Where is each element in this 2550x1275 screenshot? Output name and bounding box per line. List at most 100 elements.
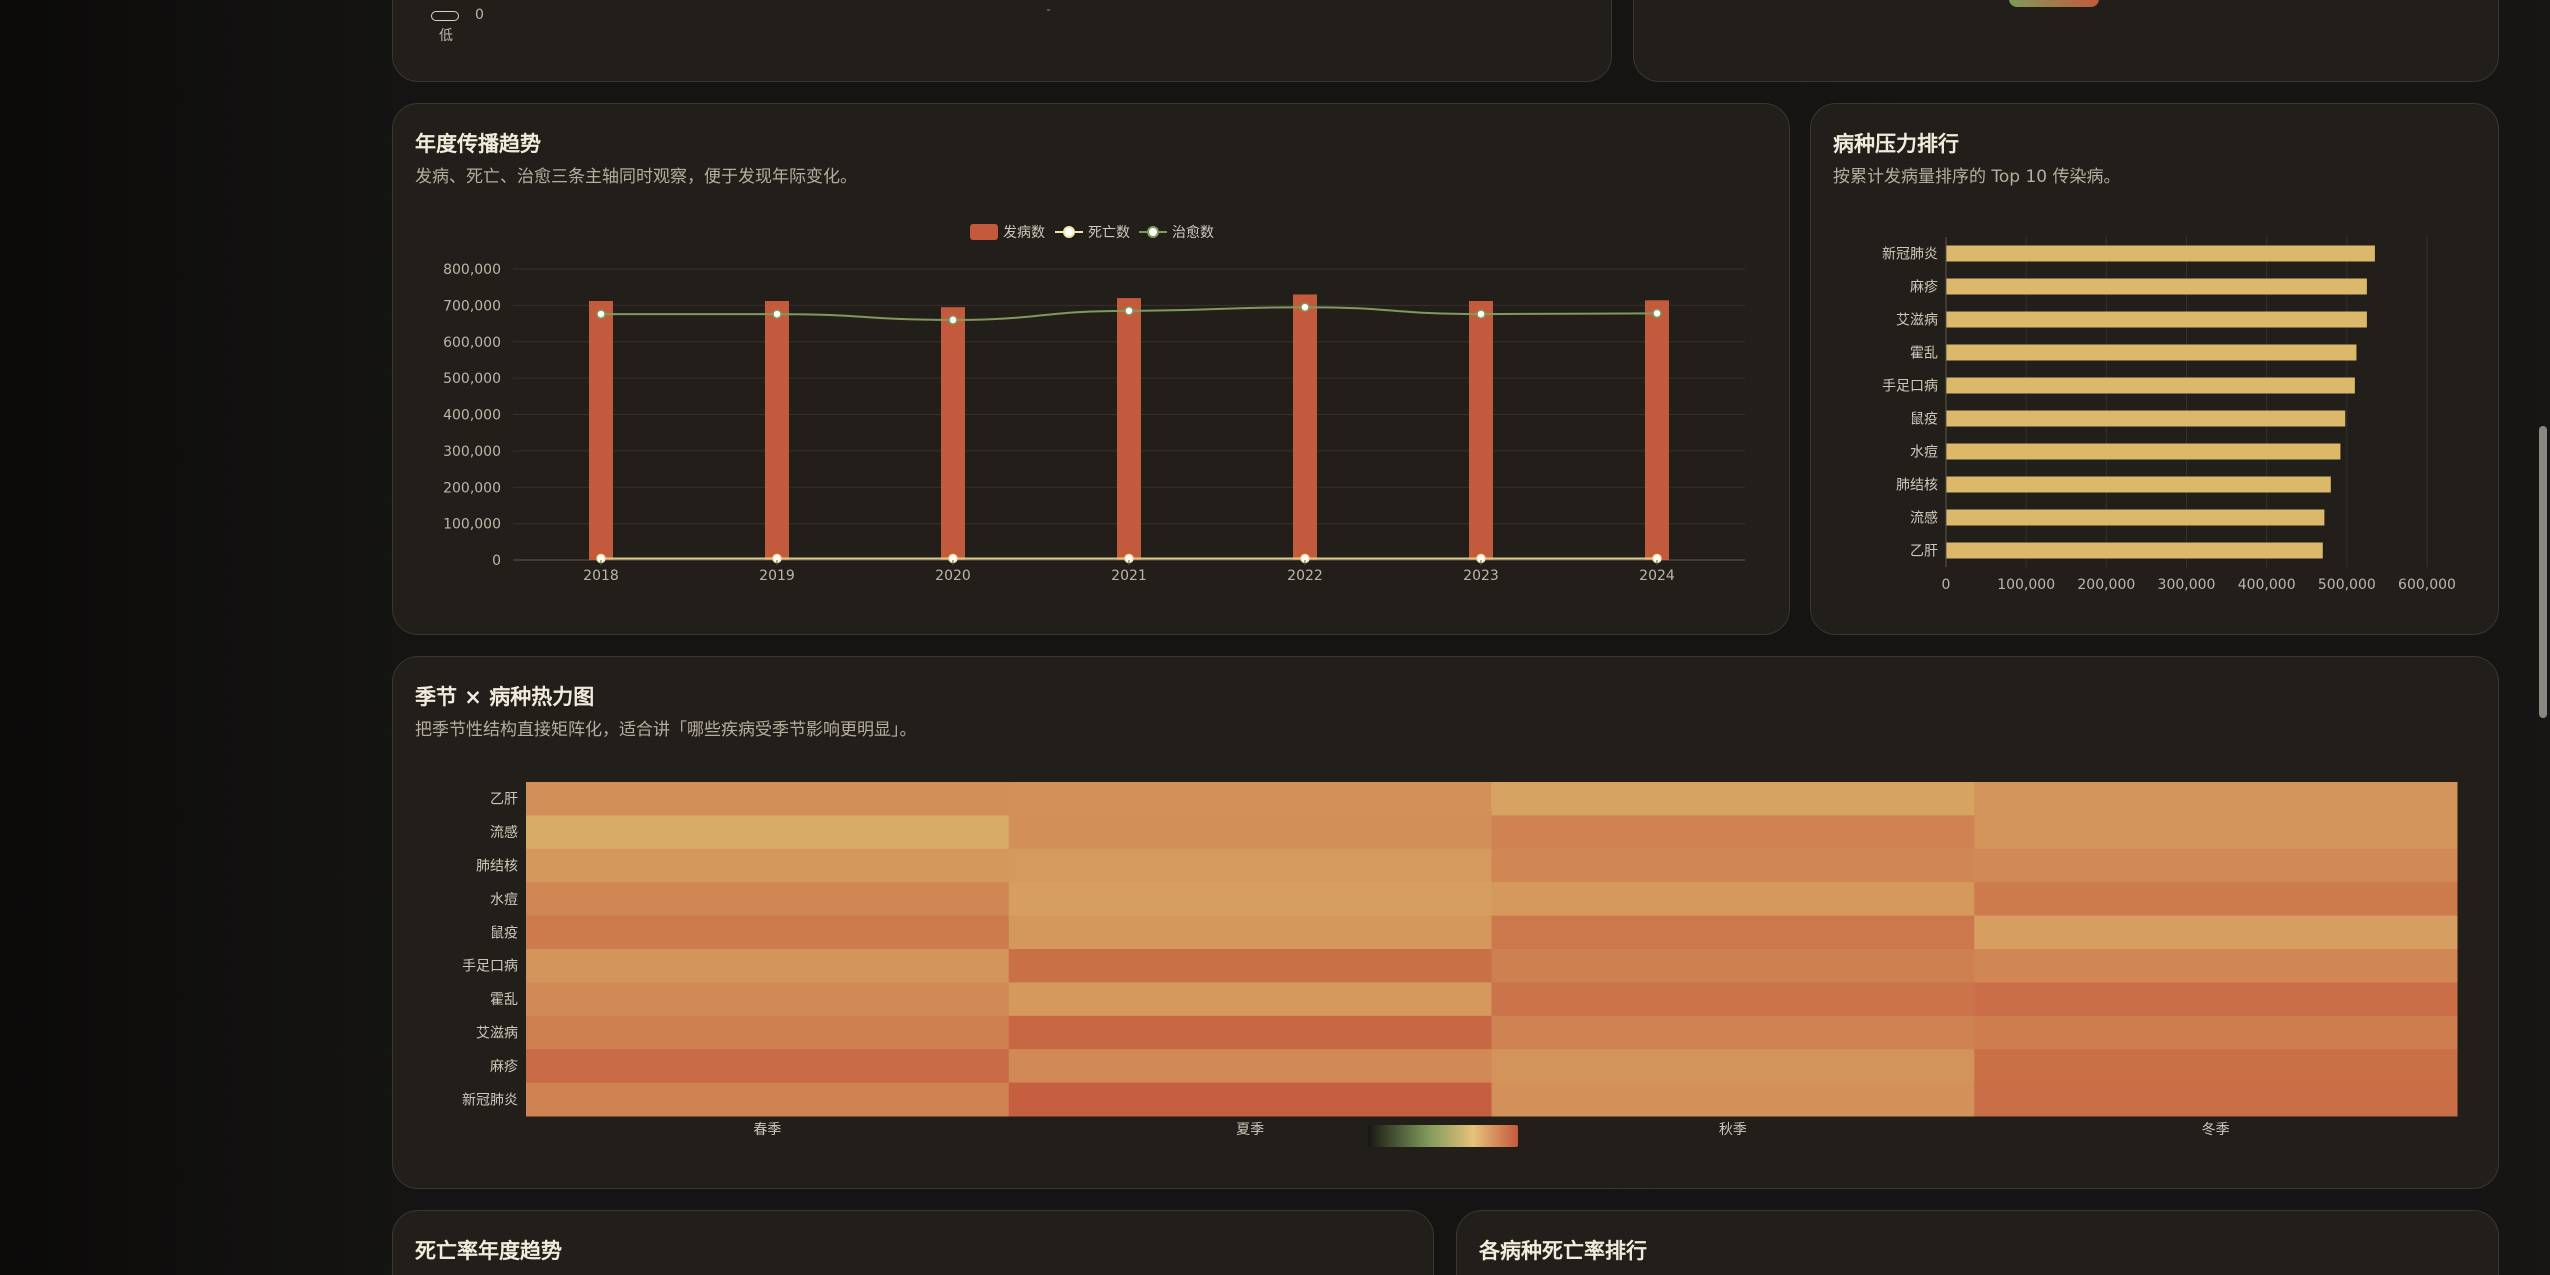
top-right-card: [1633, 0, 2499, 82]
heatmap-cell: [1008, 982, 1492, 1017]
y-category-label: 水痘: [490, 892, 518, 908]
ranking-bar: [1946, 344, 2357, 361]
ranking-bar: [1946, 509, 2325, 526]
y-category-label: 乙肝: [1910, 544, 1938, 560]
legend-cases-swatch: [970, 224, 998, 240]
x-tick-label: 2019: [759, 568, 795, 584]
x-tick-label: 500,000: [2318, 577, 2376, 593]
cured-point: [596, 309, 606, 319]
y-category-label: 新冠肺炎: [462, 1092, 518, 1108]
season-heatmap-card: 季节 × 病种热力图 把季节性结构直接矩阵化，适合讲「哪些疾病受季节影响更明显」…: [392, 656, 2499, 1189]
heatmap-cell: [1974, 848, 2458, 883]
heatmap-cell: [1491, 1015, 1975, 1050]
heatmap-cell: [1974, 782, 2458, 816]
y-category-label: 艾滋病: [476, 1026, 518, 1042]
heatmap-cell: [526, 782, 1010, 816]
visual-map-gradient-bar[interactable]: [1368, 1125, 1518, 1147]
y-tick-label: 400,000: [443, 408, 501, 424]
visual-map-low-handle[interactable]: [431, 11, 459, 21]
y-category-label: 乙肝: [490, 792, 518, 808]
x-tick-label: 2023: [1463, 568, 1499, 584]
y-category-label: 肺结核: [476, 859, 518, 875]
heatmap-cell: [526, 882, 1010, 917]
legend-cases-label: 发病数: [1003, 225, 1045, 241]
cured-point: [772, 309, 782, 319]
cases-bar: [1293, 294, 1317, 560]
ranking-bar: [1946, 410, 2346, 427]
annual-trend-subtitle: 发病、死亡、治愈三条主轴同时观察，便于发现年际变化。: [415, 167, 857, 187]
cases-bar: [1117, 298, 1141, 560]
y-tick-label: 700,000: [443, 298, 501, 314]
y-category-label: 流感: [1910, 510, 1938, 527]
legend-cured-label: 治愈数: [1172, 225, 1214, 241]
heatmap-cell: [526, 1049, 1010, 1084]
heatmap-cell: [1491, 949, 1975, 983]
disease-ranking-chart[interactable]: 0 100,000 200,000 300,000 400,000 500,000 600,…: [1811, 104, 2500, 636]
heatmap-cell: [1008, 1049, 1492, 1084]
x-tick-label: 2022: [1287, 568, 1323, 584]
heatmap-cell: [1008, 949, 1492, 983]
heatmap-cell: [1491, 915, 1975, 950]
x-tick-label: 100,000: [1997, 577, 2055, 593]
cases-bar: [589, 301, 613, 560]
y-tick-label: 600,000: [443, 335, 501, 351]
heatmap-cell: [1008, 848, 1492, 883]
disease-ranking-title: 病种压力排行: [1833, 132, 1959, 156]
y-tick-label: 200,000: [443, 480, 501, 496]
heatmap-cell: [526, 949, 1010, 983]
cured-point: [1124, 306, 1134, 316]
y-tick-label: 100,000: [443, 517, 501, 533]
top-left-card: 0 低: [392, 0, 1612, 82]
y-tick-label: 500,000: [443, 371, 501, 387]
heatmap-cell: [526, 1082, 1010, 1117]
visual-map-low-label: 低: [439, 28, 453, 44]
ranking-bar: [1946, 278, 2367, 295]
cured-point: [1652, 308, 1662, 319]
y-tick-label: 300,000: [443, 444, 501, 460]
page-scrollbar-thumb[interactable]: [2539, 426, 2547, 718]
y-category-label: 流感: [490, 824, 518, 841]
heatmap-cell: [1008, 782, 1492, 816]
heatmap-cell: [1974, 1082, 2458, 1117]
season-heatmap-subtitle: 把季节性结构直接矩阵化，适合讲「哪些疾病受季节影响更明显」。: [415, 720, 917, 740]
y-category-label: 麻疹: [490, 1059, 518, 1075]
cases-bar: [1469, 301, 1493, 560]
y-category-label: 艾滋病: [1896, 313, 1938, 329]
disease-ranking-subtitle: 按累计发病量排序的 Top 10 传染病。: [1833, 167, 2121, 187]
y-tick-label: 800,000: [443, 262, 501, 278]
heatmap-cell: [1491, 1082, 1975, 1117]
heatmap-cell: [1491, 982, 1975, 1017]
heatmap-cell: [1974, 949, 2458, 983]
ranking-bar: [1946, 377, 2355, 394]
y-category-label: 水痘: [1910, 445, 1938, 461]
heatmap-cell: [1974, 882, 2458, 917]
cured-point: [948, 315, 958, 325]
x-tick-label: 0: [1942, 577, 1951, 593]
heatmap-cell: [526, 982, 1010, 1017]
mortality-ranking-card: 各病种死亡率排行: [1456, 1210, 2499, 1275]
heatmap-cell: [526, 915, 1010, 950]
mortality-trend-title: 死亡率年度趋势: [415, 1239, 562, 1263]
season-heatmap-title: 季节 × 病种热力图: [415, 685, 595, 709]
ranking-bar: [1946, 443, 2341, 460]
heatmap-cell: [1008, 815, 1492, 850]
heatmap-cell: [1491, 1049, 1975, 1084]
heatmap-cell: [1491, 782, 1975, 816]
y-category-label: 新冠肺炎: [1882, 247, 1938, 263]
heatmap-cell: [1974, 815, 2458, 850]
ranking-bar: [1946, 245, 2375, 262]
y-category-label: 手足口病: [462, 959, 518, 975]
x-category-label: 夏季: [1236, 1122, 1264, 1138]
heatmap-cell: [1008, 1015, 1492, 1050]
heatmap-cell: [1974, 1015, 2458, 1050]
heatmap-cell: [1008, 882, 1492, 917]
visual-map-low-value: 0: [475, 7, 484, 23]
annual-trend-chart[interactable]: 发病数 死亡数 治愈数 800,000 700,000 600,000 500,000 40…: [393, 104, 1791, 636]
x-category-label: 冬季: [2202, 1122, 2230, 1138]
heatmap-cell: [526, 1015, 1010, 1050]
x-tick-label: 200,000: [2077, 577, 2135, 593]
mortality-ranking-title: 各病种死亡率排行: [1479, 1239, 1647, 1263]
cured-point: [1476, 309, 1486, 319]
ranking-bar: [1946, 311, 2367, 328]
